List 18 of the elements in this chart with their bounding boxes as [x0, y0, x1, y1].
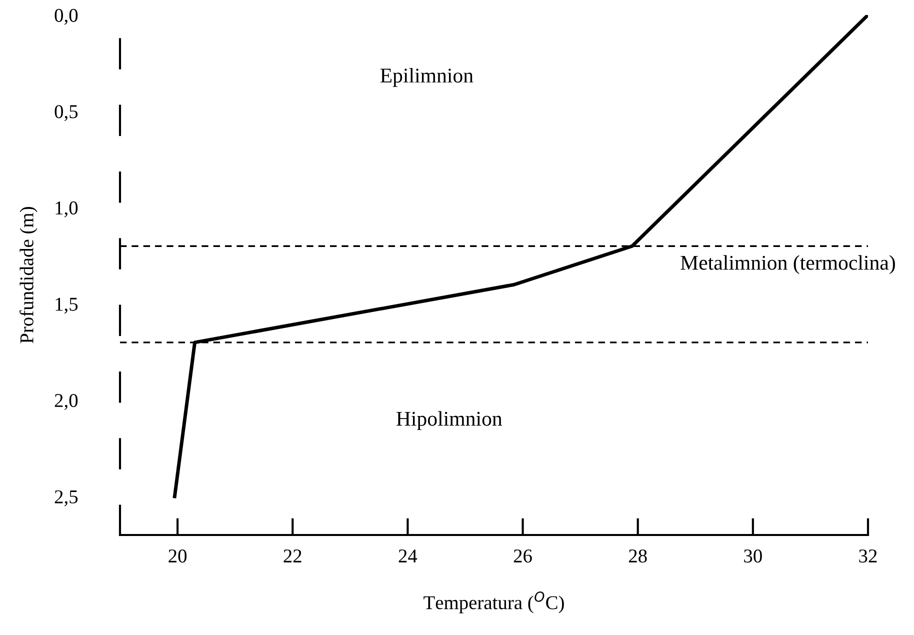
y-tick-label: 2,5 [54, 490, 78, 506]
annotation: Hipolimnion [396, 411, 502, 430]
y-axis-title: Profundidade (m) [20, 207, 38, 344]
x-tick-label: 26 [514, 550, 532, 563]
annotation: Epilimnion [380, 68, 474, 87]
annotation: Metalimnion (termoclina) [680, 255, 895, 274]
x-tick-label: 28 [628, 549, 647, 563]
y-tick-label: 1,0 [56, 201, 78, 218]
x-tick-label: 32 [859, 550, 877, 563]
x-tick-label: 22 [284, 550, 302, 562]
x-tick-label: 30 [744, 549, 762, 563]
y-tick-label: 0,0 [54, 8, 78, 25]
y-tick-label: 1,5 [56, 298, 78, 314]
y-tick-label: 2,0 [54, 394, 78, 410]
y-tick-label: 0,5 [54, 105, 78, 122]
x-tick-label: 24 [398, 550, 418, 562]
x-axis-title: Temperatura ($^{O}$C) [424, 592, 564, 614]
x-tick-label: 20 [168, 549, 187, 563]
